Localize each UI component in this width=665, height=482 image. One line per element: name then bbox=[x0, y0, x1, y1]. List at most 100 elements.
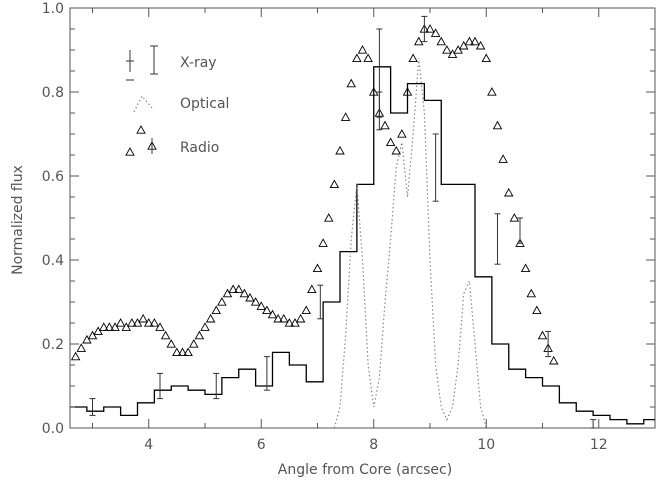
y-tick-label: 0.8 bbox=[42, 85, 64, 101]
radio-point bbox=[110, 322, 120, 331]
radio-point bbox=[301, 305, 312, 315]
x-axis-label: Angle from Core (arcsec) bbox=[278, 462, 452, 478]
radio-point bbox=[329, 179, 340, 189]
radio-series bbox=[70, 24, 559, 365]
legend-radio-triangle bbox=[125, 147, 135, 156]
y-tick-label: 0.4 bbox=[42, 253, 64, 269]
legend-label-optical: Optical bbox=[180, 96, 229, 112]
legend-entry-radio: Radio bbox=[125, 125, 219, 156]
radio-point bbox=[98, 322, 109, 331]
radio-point bbox=[278, 313, 289, 323]
radio-point bbox=[127, 318, 137, 327]
radio-point bbox=[115, 318, 126, 327]
radio-point bbox=[70, 351, 81, 361]
plot-border bbox=[69, 7, 656, 429]
radio-point bbox=[352, 53, 362, 63]
radio-point bbox=[335, 145, 345, 155]
legend-entry-optical: Optical bbox=[133, 94, 229, 113]
radio-point bbox=[172, 347, 182, 357]
axis-ticks: 4 6 8 10 12 0.0 0.2 0.4 0.6 0.8 1.0 bbox=[42, 1, 656, 453]
radio-point bbox=[307, 284, 317, 294]
radio-point bbox=[87, 330, 98, 340]
radio-point bbox=[273, 313, 283, 323]
legend-label-radio: Radio bbox=[180, 140, 219, 156]
legend-entry-xray: X-ray bbox=[126, 45, 217, 81]
radio-point bbox=[138, 313, 148, 323]
x-tick-label: 8 bbox=[369, 437, 378, 453]
radio-point bbox=[391, 145, 402, 155]
radio-point bbox=[323, 213, 334, 222]
radio-point bbox=[548, 355, 559, 365]
error-bars bbox=[89, 15, 597, 429]
radio-point bbox=[205, 313, 216, 323]
xray-series bbox=[70, 66, 655, 425]
radio-point bbox=[509, 213, 520, 222]
radio-point bbox=[363, 53, 373, 63]
radio-point bbox=[262, 305, 272, 315]
radio-point bbox=[183, 347, 193, 357]
radio-point bbox=[104, 322, 115, 331]
radio-point bbox=[312, 263, 323, 273]
radio-point bbox=[76, 343, 87, 352]
radio-point bbox=[368, 87, 379, 96]
radio-point bbox=[295, 313, 306, 323]
radio-point bbox=[93, 326, 103, 336]
radio-point bbox=[357, 45, 368, 54]
radio-point bbox=[487, 87, 497, 96]
y-axis-label: Normalized flux bbox=[10, 165, 26, 275]
radio-point bbox=[503, 187, 514, 197]
y-tick-label: 0.6 bbox=[42, 169, 64, 185]
radio-point bbox=[160, 330, 171, 340]
radio-point bbox=[284, 318, 295, 327]
radio-point bbox=[526, 288, 537, 298]
radio-point bbox=[470, 36, 480, 46]
legend-optical-line bbox=[133, 94, 153, 113]
legend: X-ray Optical Radio bbox=[125, 45, 229, 156]
radio-point bbox=[492, 120, 503, 130]
radio-point bbox=[537, 330, 548, 340]
radio-point bbox=[222, 288, 233, 298]
radio-point bbox=[250, 297, 261, 306]
radio-point bbox=[290, 318, 300, 327]
radio-point bbox=[149, 318, 160, 327]
xray-step-line bbox=[70, 66, 655, 425]
radio-point bbox=[442, 45, 452, 54]
plot-frame bbox=[69, 7, 656, 429]
y-tick-label: 0.0 bbox=[42, 421, 64, 437]
x-tick-label: 6 bbox=[257, 437, 266, 453]
radio-point bbox=[380, 120, 390, 130]
radio-point bbox=[408, 53, 418, 63]
radio-point bbox=[200, 322, 210, 331]
radio-point bbox=[188, 339, 199, 348]
x-tick-label: 4 bbox=[144, 437, 153, 453]
radio-point bbox=[267, 309, 278, 319]
radio-point bbox=[82, 334, 92, 344]
x-tick-label: 12 bbox=[590, 437, 608, 453]
radio-point bbox=[425, 24, 435, 33]
radio-point bbox=[340, 112, 351, 121]
radio-point bbox=[464, 36, 475, 46]
radio-point bbox=[217, 297, 227, 306]
radio-point bbox=[447, 49, 458, 58]
radio-point bbox=[132, 318, 143, 327]
radio-point bbox=[318, 238, 328, 247]
radio-point bbox=[397, 129, 407, 138]
radio-point bbox=[245, 292, 255, 302]
y-tick-label: 0.2 bbox=[42, 337, 64, 353]
y-tick-label: 1.0 bbox=[42, 1, 64, 17]
radio-point bbox=[346, 78, 357, 88]
radio-point bbox=[256, 301, 267, 310]
radio-point bbox=[430, 28, 441, 37]
radio-point bbox=[436, 36, 447, 46]
radio-point bbox=[177, 347, 188, 357]
radio-point bbox=[385, 137, 396, 147]
radio-point bbox=[143, 318, 154, 327]
radio-point bbox=[481, 53, 492, 63]
radio-point bbox=[228, 284, 238, 294]
optical-line bbox=[333, 58, 487, 429]
radio-point bbox=[458, 40, 469, 50]
legend-radio-triangle bbox=[136, 125, 146, 134]
radio-point bbox=[402, 87, 413, 96]
radio-point bbox=[194, 330, 205, 340]
